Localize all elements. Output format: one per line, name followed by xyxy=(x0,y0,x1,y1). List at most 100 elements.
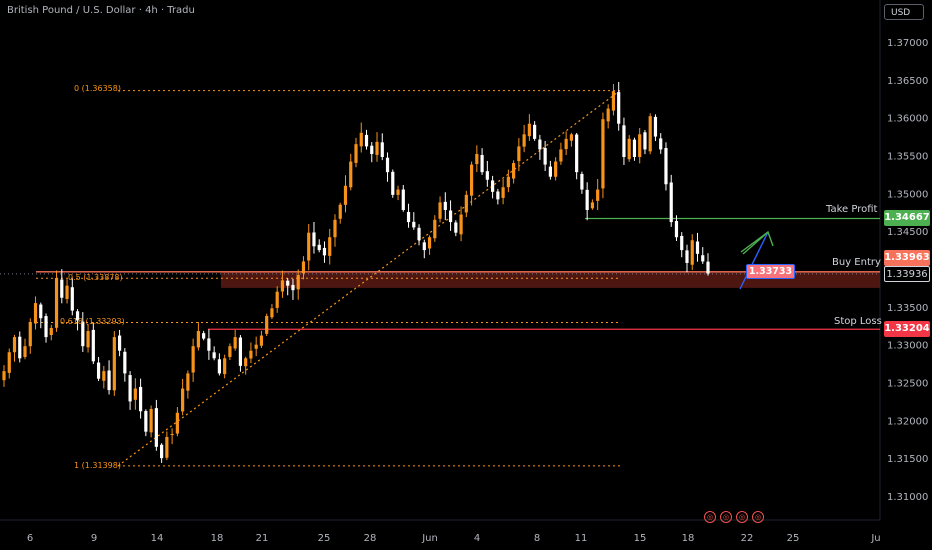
candle-body xyxy=(580,173,584,190)
stop-loss-price-tag: 1.33204 xyxy=(884,321,930,337)
candle-body xyxy=(49,328,53,336)
candle-body xyxy=(196,331,200,348)
candle-body xyxy=(312,232,316,247)
y-tick-label: 1.32500 xyxy=(887,379,928,390)
x-tick-label: 21 xyxy=(256,533,269,544)
projection-line xyxy=(739,231,769,290)
fib-level-0: 0 (1.36358) xyxy=(74,84,121,93)
y-tick-label: 1.32000 xyxy=(887,416,928,427)
candle-body xyxy=(117,335,122,351)
candle-body xyxy=(296,275,300,290)
candle-body xyxy=(464,194,468,213)
candle-body xyxy=(475,153,479,165)
x-tick-label: 18 xyxy=(682,533,695,544)
y-tick-label: 1.35500 xyxy=(887,152,928,163)
candle-body xyxy=(244,358,248,367)
candle-body xyxy=(701,255,705,262)
candle-body xyxy=(485,171,489,180)
fib-level-1: 1 (1.31398) xyxy=(74,461,121,470)
currency-selector[interactable]: USD xyxy=(884,4,924,20)
x-tick-label: 14 xyxy=(151,533,164,544)
flag-icon[interactable]: ◎ xyxy=(720,511,732,523)
x-tick-label: 9 xyxy=(91,533,97,544)
candle-body xyxy=(653,116,658,137)
candle-body xyxy=(396,189,400,195)
candle-body xyxy=(128,375,132,402)
flag-icon[interactable]: ◎ xyxy=(736,511,748,523)
candle-body xyxy=(286,280,290,286)
candle-body xyxy=(233,337,237,349)
flag-icon[interactable]: ◎ xyxy=(752,511,764,523)
candle-body xyxy=(448,210,453,223)
symbol-title: British Pound / U.S. Dollar · 4h · Tradu xyxy=(7,5,195,16)
candle-body xyxy=(685,250,689,263)
stop-loss-label: Stop Loss xyxy=(834,316,882,327)
candle-body xyxy=(259,335,264,346)
candle-body xyxy=(254,344,258,349)
entry-target-label[interactable]: 1.33733 xyxy=(746,264,795,279)
candle-body xyxy=(133,388,137,400)
x-tick-label: 11 xyxy=(575,533,588,544)
candle-body xyxy=(512,163,516,179)
candle-body xyxy=(7,352,11,373)
x-tick-label: Jun xyxy=(421,533,438,544)
candle-body xyxy=(54,278,59,328)
y-tick-label: 1.33000 xyxy=(887,341,928,352)
candle-body xyxy=(680,235,684,251)
candle-body xyxy=(422,242,426,251)
candle-body xyxy=(427,237,432,249)
candle-body xyxy=(375,141,379,155)
candle-body xyxy=(12,337,17,353)
candle-body xyxy=(454,222,458,233)
x-tick-label: 8 xyxy=(534,533,540,544)
candle-body xyxy=(191,346,195,373)
candle-body xyxy=(438,202,442,219)
candle-body xyxy=(144,411,148,432)
y-tick-label: 1.36500 xyxy=(887,76,928,87)
candle-body xyxy=(611,91,616,111)
candle-body xyxy=(506,176,510,188)
candle-body xyxy=(207,338,211,351)
candle-body xyxy=(364,134,369,147)
candle-body xyxy=(538,139,542,150)
y-tick-label: 1.37000 xyxy=(887,38,928,49)
candle-body xyxy=(548,166,552,177)
y-tick-label: 1.36000 xyxy=(887,114,928,125)
candle-body xyxy=(33,303,38,324)
y-tick-label: 1.31000 xyxy=(887,492,928,503)
candle-body xyxy=(212,352,216,359)
current-price-tag: 1.33936 xyxy=(884,266,930,282)
candle-body xyxy=(496,191,500,200)
y-tick-label: 1.31500 xyxy=(887,454,928,465)
candle-body xyxy=(601,119,605,189)
candle-body xyxy=(18,336,22,359)
candle-body xyxy=(617,92,621,124)
candle-body xyxy=(501,187,505,198)
candle-body xyxy=(517,146,521,162)
candle-body xyxy=(690,240,694,265)
candle-body xyxy=(554,161,558,177)
candle-body xyxy=(706,261,710,274)
flag-icon[interactable]: ◎ xyxy=(704,511,716,523)
take-profit-label: Take Profit xyxy=(826,204,878,215)
candle-body xyxy=(291,284,295,291)
x-tick-label: 6 xyxy=(27,533,33,544)
x-tick-label: 25 xyxy=(787,533,800,544)
candle-body xyxy=(349,161,353,188)
x-tick-label: 4 xyxy=(474,533,480,544)
candle-body xyxy=(317,244,321,251)
candle-body xyxy=(238,337,243,366)
candle-body xyxy=(270,308,274,318)
candle-body xyxy=(65,285,69,299)
y-tick-label: 1.33500 xyxy=(887,303,928,314)
candle-body xyxy=(622,125,626,158)
candle-body xyxy=(70,287,74,311)
candle-body xyxy=(75,311,80,321)
candle-body xyxy=(160,444,164,459)
candle-body xyxy=(112,337,116,391)
fib-level-0-618: 0.618 (1.33293) xyxy=(60,317,125,326)
candle-body xyxy=(307,232,311,261)
candle-body xyxy=(659,138,663,150)
candle-body xyxy=(228,346,232,357)
